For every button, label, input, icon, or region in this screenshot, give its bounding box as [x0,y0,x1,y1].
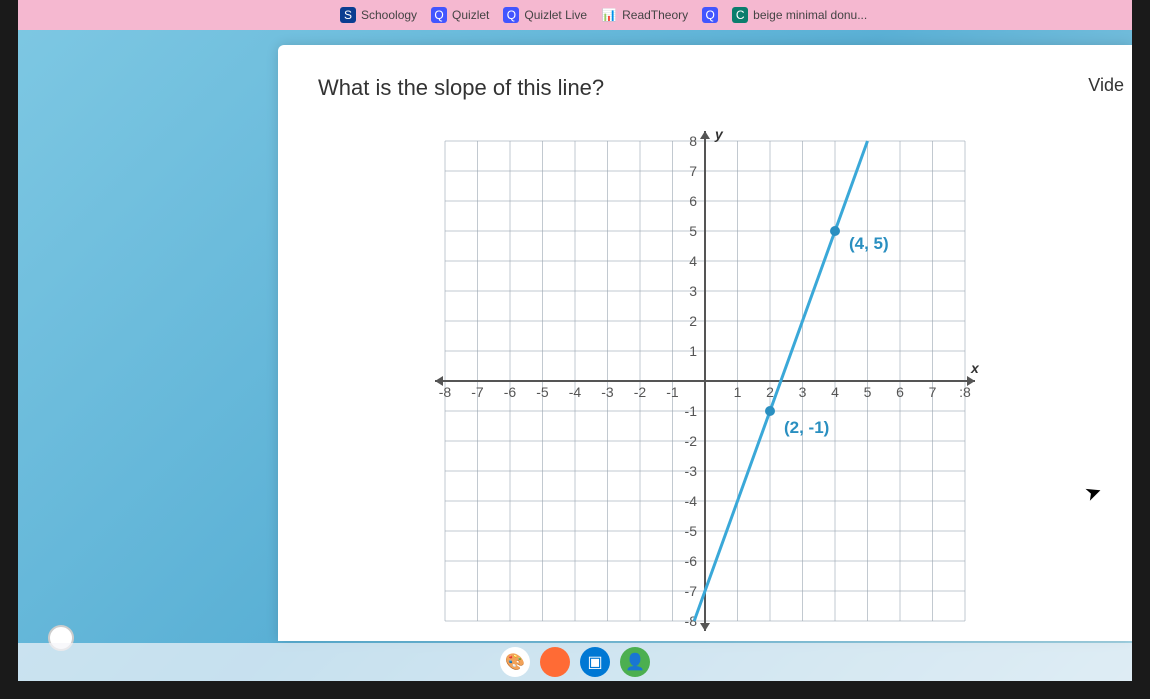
svg-text:-4: -4 [685,493,698,509]
bookmark-q[interactable]: Q [702,7,718,23]
svg-text:7: 7 [689,163,697,179]
schoology-icon: S [340,7,356,23]
bookmark-readtheory[interactable]: 📊 ReadTheory [601,7,688,23]
svg-text:2: 2 [689,313,697,329]
taskbar: 🎨 ▣ 👤 [18,643,1132,681]
bookmark-quizlet[interactable]: Q Quizlet [431,7,489,23]
svg-text:2: 2 [766,384,774,400]
svg-text:(4, 5): (4, 5) [849,234,889,253]
svg-text:6: 6 [896,384,904,400]
taskbar-app-3[interactable]: ▣ [580,647,610,677]
svg-text:-3: -3 [601,384,614,400]
coordinate-graph: -8-7-6-5-4-3-2-11234567:8-8-7-6-5-4-3-2-… [425,121,985,641]
bookmarks-bar: S Schoology Q Quizlet Q Quizlet Live 📊 R… [18,0,1132,30]
svg-text:y: y [714,126,724,142]
svg-text:4: 4 [689,253,697,269]
question-text: What is the slope of this line? [318,75,1092,101]
question-card: What is the slope of this line? Vide -8 -… [278,45,1132,641]
bookmark-label: Schoology [361,8,417,22]
svg-text:7: 7 [929,384,937,400]
svg-text:x: x [970,360,980,376]
monitor-frame: S Schoology Q Quizlet Q Quizlet Live 📊 R… [0,0,1150,699]
bookmark-label: beige minimal donu... [753,8,867,22]
readtheory-icon: 📊 [601,7,617,23]
svg-text:-1: -1 [685,403,698,419]
bookmark-label: Quizlet Live [524,8,587,22]
svg-text::8: :8 [959,384,971,400]
q-icon: Q [702,7,718,23]
bookmark-beige[interactable]: C beige minimal donu... [732,7,867,23]
taskbar-app-1[interactable]: 🎨 [500,647,530,677]
svg-text:-4: -4 [569,384,582,400]
svg-text:(2, -1): (2, -1) [784,418,829,437]
svg-text:-3: -3 [685,463,698,479]
bookmark-label: Quizlet [452,8,489,22]
chart-container: -8-7-6-5-4-3-2-11234567:8-8-7-6-5-4-3-2-… [318,121,1092,641]
bookmark-quizlet-live[interactable]: Q Quizlet Live [503,7,587,23]
svg-text:1: 1 [689,343,697,359]
svg-text:-1: -1 [666,384,679,400]
svg-text:1: 1 [734,384,742,400]
svg-text:3: 3 [799,384,807,400]
svg-text:-6: -6 [504,384,517,400]
svg-text:5: 5 [689,223,697,239]
svg-text:-2: -2 [634,384,647,400]
taskbar-app-4[interactable]: 👤 [620,647,650,677]
svg-text:6: 6 [689,193,697,209]
quizlet-icon: Q [431,7,447,23]
desktop-screen: S Schoology Q Quizlet Q Quizlet Live 📊 R… [18,0,1132,681]
quizlet-live-icon: Q [503,7,519,23]
svg-text:-5: -5 [685,523,698,539]
svg-text:3: 3 [689,283,697,299]
canva-icon: C [732,7,748,23]
svg-text:-6: -6 [685,553,698,569]
svg-text:8: 8 [689,133,697,149]
svg-text:-7: -7 [471,384,484,400]
taskbar-app-2[interactable] [540,647,570,677]
bookmark-schoology[interactable]: S Schoology [340,7,417,23]
svg-text:4: 4 [831,384,839,400]
svg-text:-8: -8 [439,384,452,400]
svg-text:5: 5 [864,384,872,400]
video-link[interactable]: Vide [1088,75,1124,96]
bookmark-label: ReadTheory [622,8,688,22]
svg-text:-7: -7 [685,583,698,599]
svg-text:-2: -2 [685,433,698,449]
svg-text:-5: -5 [536,384,549,400]
